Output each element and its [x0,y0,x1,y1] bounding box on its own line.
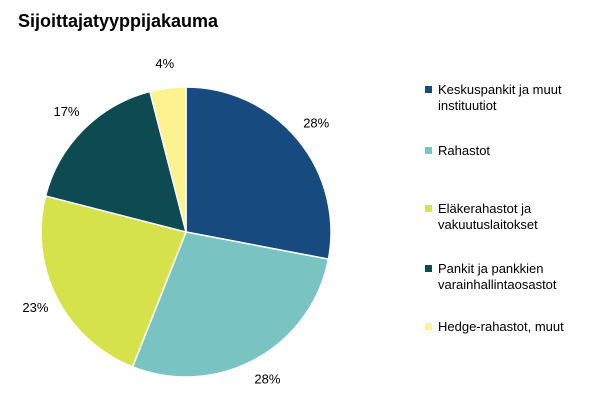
legend-item: Keskuspankit ja muut instituutiot [425,82,600,114]
legend-swatch [425,205,432,212]
data-label: 17% [53,104,79,119]
pie-slice [131,231,330,378]
legend-item: Eläkerahastot ja vakuutuslaitokset [425,201,600,233]
pie-slice [149,86,187,233]
data-label: 28% [303,116,329,131]
legend-item: Rahastot [425,143,600,159]
legend-label: Hedge-rahastot, muut [438,319,564,334]
legend-swatch [425,86,432,93]
legend-label: Rahastot [438,143,491,158]
data-label: 23% [22,300,48,315]
pie-slice [185,86,332,261]
legend-label: Keskuspankit ja muut instituutiot [438,82,562,113]
legend-swatch [425,323,432,330]
chart-title: Sijoittajatyyppijakauma [18,11,219,31]
legend-item: Pankit ja pankkien varainhallintaosastot [425,261,600,293]
pie-slice [44,90,188,234]
legend-item: Hedge-rahastot, muut [425,319,600,335]
data-label: 28% [254,372,280,387]
data-label: 4% [155,56,174,71]
legend-swatch [425,265,432,272]
legend-label: Pankit ja pankkien varainhallintaosastot [438,261,557,292]
legend-label: Eläkerahastot ja vakuutuslaitokset [438,201,538,232]
pie-slice [40,195,188,368]
legend-swatch [425,147,432,154]
